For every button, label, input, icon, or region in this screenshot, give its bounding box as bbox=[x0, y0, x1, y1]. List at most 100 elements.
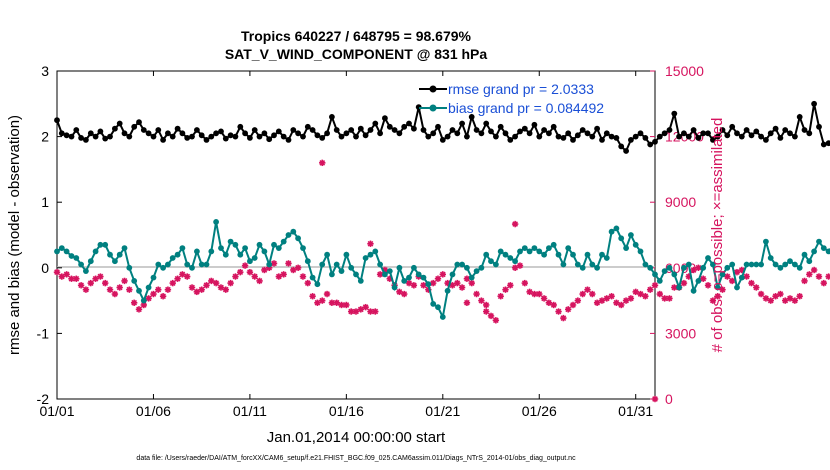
obs-point-7-core bbox=[88, 281, 93, 286]
obs-point-52-core bbox=[305, 281, 310, 286]
rmse-point-27 bbox=[184, 135, 191, 141]
bias-point-116 bbox=[613, 225, 620, 232]
obs-outlier-4 bbox=[511, 220, 519, 228]
rmse-point-82 bbox=[449, 127, 456, 133]
obs-point-107 bbox=[569, 301, 577, 309]
obs-point-152-core bbox=[788, 296, 793, 301]
obs-point-158-core bbox=[816, 274, 821, 279]
obs-point-150 bbox=[777, 290, 784, 298]
rmse-point-127 bbox=[666, 127, 673, 133]
rmse-point-125 bbox=[656, 133, 663, 140]
obs-point-117 bbox=[618, 301, 625, 309]
obs-point-115-core bbox=[609, 294, 614, 299]
rmse-point-80 bbox=[439, 137, 446, 143]
rmse-point-136 bbox=[710, 137, 716, 143]
rmse-point-108 bbox=[574, 132, 581, 139]
obs-point-72-core bbox=[402, 292, 407, 297]
bias-point-79 bbox=[435, 304, 441, 311]
obs-point-79 bbox=[434, 275, 442, 282]
obs-point-89-core bbox=[484, 302, 489, 307]
rmse-point-129 bbox=[676, 133, 682, 140]
obs-point-30-core bbox=[199, 287, 204, 292]
obs-point-104 bbox=[555, 308, 562, 315]
obs-point-88 bbox=[478, 297, 485, 304]
bias-point-132 bbox=[690, 287, 697, 294]
obs-point-156 bbox=[806, 271, 813, 278]
obs-point-160 bbox=[825, 273, 830, 280]
rmse-point-156 bbox=[806, 130, 813, 137]
bias-point-61 bbox=[348, 264, 355, 271]
rmse-point-142 bbox=[738, 133, 745, 140]
obs-point-17 bbox=[135, 306, 143, 313]
obs-point-144 bbox=[748, 279, 755, 287]
bias-point-131 bbox=[685, 261, 692, 268]
obs-point-20-core bbox=[151, 292, 156, 297]
rmse-point-31 bbox=[203, 137, 210, 143]
obs-point-157 bbox=[810, 266, 818, 274]
obs-point-53-core bbox=[310, 294, 315, 299]
rmse-point-57 bbox=[329, 114, 335, 120]
bias-point-100 bbox=[536, 248, 543, 255]
obs-point-98 bbox=[526, 288, 533, 296]
rmse-point-55 bbox=[319, 135, 326, 141]
obs-point-4-core bbox=[74, 276, 79, 281]
rmse-point-67 bbox=[377, 130, 383, 137]
bias-point-43 bbox=[261, 248, 268, 255]
obs-point-9-core bbox=[98, 274, 103, 279]
rmse-point-111 bbox=[589, 133, 596, 140]
obs-point-0 bbox=[53, 268, 61, 276]
bias-point-8 bbox=[92, 248, 99, 255]
obs-point-113-core bbox=[599, 298, 604, 303]
obs-point-89 bbox=[483, 301, 490, 309]
obs-point-134 bbox=[700, 275, 707, 282]
obs-point-3-core bbox=[69, 276, 74, 281]
bias-point-81 bbox=[444, 287, 451, 294]
obs-point-141 bbox=[733, 268, 741, 276]
obs-point-48 bbox=[285, 260, 292, 267]
y-left-tick-label-1: 2 bbox=[41, 129, 49, 145]
rmse-point-140 bbox=[729, 123, 736, 130]
rmse-point-5 bbox=[78, 135, 84, 141]
obs-point-23 bbox=[164, 286, 172, 293]
bias-point-114 bbox=[603, 255, 610, 261]
rmse-point-150 bbox=[777, 135, 784, 141]
obs-point-120-core bbox=[633, 289, 638, 294]
obs-point-6-core bbox=[83, 287, 88, 292]
obs-point-149 bbox=[772, 293, 779, 300]
obs-point-100 bbox=[536, 290, 543, 298]
obs-point-103 bbox=[550, 301, 557, 309]
rmse-point-12 bbox=[112, 125, 118, 132]
rmse-point-65 bbox=[367, 127, 374, 133]
rmse-point-19 bbox=[145, 130, 152, 137]
obs-point-5 bbox=[77, 282, 85, 289]
bias-point-60 bbox=[343, 251, 350, 258]
rmse-point-26 bbox=[179, 130, 186, 137]
rmse-point-114 bbox=[603, 130, 610, 137]
obs-point-14-core bbox=[122, 278, 127, 283]
obs-point-97-core bbox=[522, 281, 527, 286]
obs-point-74 bbox=[410, 282, 418, 289]
obs-point-126 bbox=[661, 295, 668, 302]
obs-point-84-core bbox=[460, 285, 465, 290]
obs-outlier-1 bbox=[367, 240, 374, 247]
plot-area bbox=[56, 70, 656, 400]
bias-point-107 bbox=[570, 251, 576, 258]
rmse-point-6 bbox=[83, 137, 89, 143]
rmse-point-126 bbox=[661, 130, 668, 137]
obs-point-111-core bbox=[590, 292, 595, 297]
bias-point-63 bbox=[357, 278, 364, 284]
bias-point-120 bbox=[632, 241, 639, 248]
rmse-point-91 bbox=[493, 133, 499, 140]
bias-point-36 bbox=[227, 238, 234, 245]
obs-point-13-core bbox=[117, 285, 122, 290]
obs-point-46 bbox=[275, 273, 283, 280]
obs-point-39 bbox=[241, 262, 249, 269]
obs-outlier-2-core bbox=[464, 300, 469, 305]
bias-point-85 bbox=[464, 264, 470, 271]
obs-point-93-core bbox=[503, 287, 508, 292]
obs-point-79-core bbox=[435, 276, 440, 281]
obs-point-155 bbox=[801, 277, 808, 285]
obs-point-46-core bbox=[276, 274, 281, 279]
obs-point-140-core bbox=[730, 278, 735, 283]
obs-point-30 bbox=[198, 286, 205, 293]
